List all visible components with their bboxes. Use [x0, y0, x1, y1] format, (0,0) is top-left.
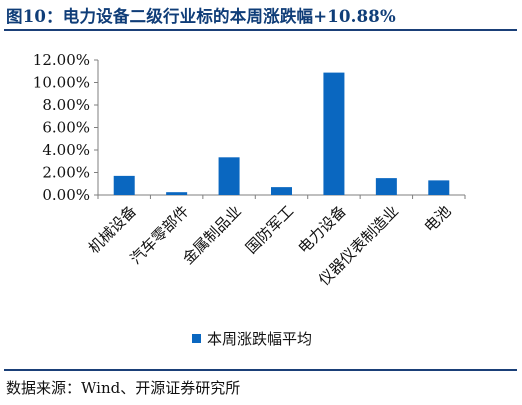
top-rule — [4, 29, 517, 31]
bar-4 — [271, 187, 292, 195]
bar-1 — [113, 175, 135, 195]
y-tick-label: 4.00% — [42, 141, 90, 159]
y-axis-ticks: 0.00% 2.00% 4.00% 6.00% 8.00% 10.00% 12.00% — [33, 51, 98, 204]
bar-chart: 0.00% 2.00% 4.00% 6.00% 8.00% 10.00% 12.00% 机械… — [33, 51, 466, 348]
bar-2 — [166, 192, 188, 195]
x-category-label: 国防军工 — [242, 202, 297, 257]
chart-title: 图10：电力设备二级行业标的本周涨跌幅+10.88% — [6, 7, 396, 26]
y-tick-label: 6.00% — [42, 119, 90, 137]
bar-6 — [375, 178, 397, 195]
bar-7 — [428, 180, 450, 195]
legend-swatch — [192, 334, 201, 343]
chart-axes — [97, 60, 465, 196]
bars — [113, 72, 450, 195]
bar-3 — [218, 157, 240, 195]
bar-5 — [323, 72, 345, 195]
x-category-label: 电池 — [421, 202, 455, 236]
y-tick-label: 0.00% — [42, 186, 90, 204]
y-tick-label: 2.00% — [42, 164, 90, 182]
bottom-rule — [4, 369, 517, 371]
y-tick-label: 12.00% — [33, 51, 90, 69]
legend-label: 本周涨跌幅平均 — [207, 330, 312, 348]
legend: 本周涨跌幅平均 — [192, 330, 312, 348]
source-note: 数据来源：Wind、开源证券研究所 — [6, 379, 241, 397]
y-tick-label: 10.00% — [33, 74, 90, 92]
y-tick-label: 8.00% — [42, 96, 90, 114]
